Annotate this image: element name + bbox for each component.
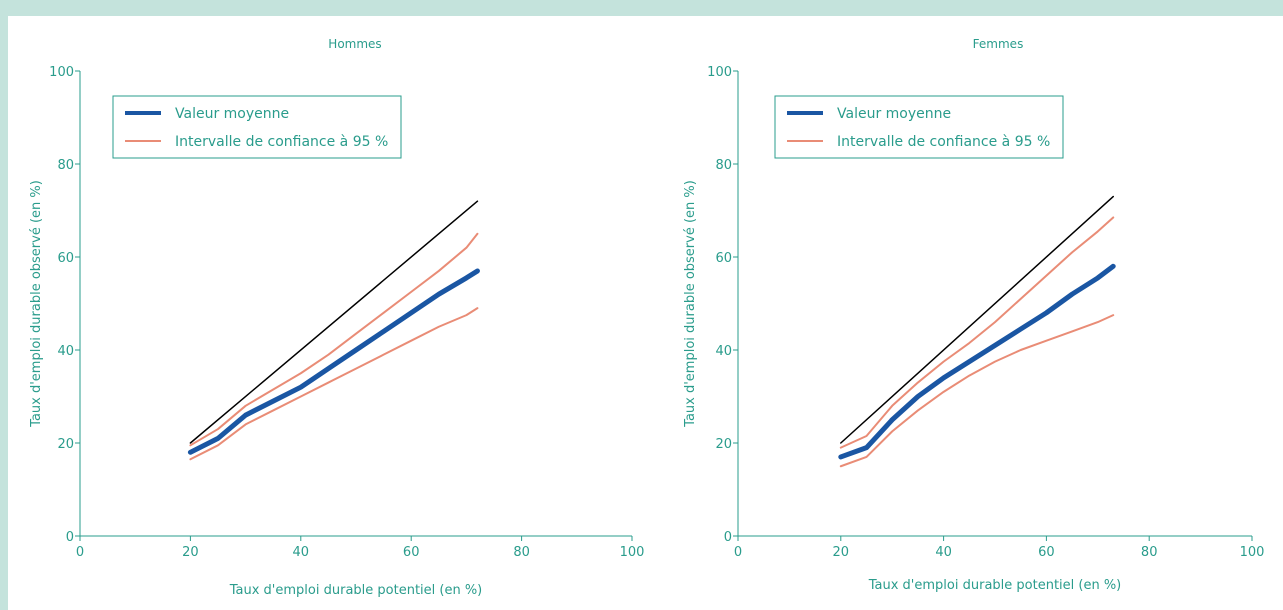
x-tick-label: 100 (1240, 545, 1265, 560)
x-tick-label: 100 (620, 545, 645, 560)
y-tick-label: 80 (57, 158, 74, 173)
y-tick-label: 60 (715, 251, 732, 266)
x-tick-label: 40 (935, 545, 952, 560)
y-tick-label: 20 (57, 437, 74, 452)
series-line-mean (838, 263, 1116, 460)
chart-panel-hommes: Hommes 0 20 40 60 80 100 0 20 40 60 80 100 Taux d'emp… (29, 37, 644, 598)
series-line-ci (189, 307, 479, 461)
y-tick-label: 80 (715, 158, 732, 173)
y-tick-label: 0 (724, 530, 732, 545)
x-tick-label: 20 (182, 545, 199, 560)
x-tick-label: 40 (293, 545, 310, 560)
x-tick-label: 60 (1038, 545, 1055, 560)
legend-label: Valeur moyenne (175, 106, 289, 122)
y-axis-label: Taux d'emploi durable observé (en %) (29, 180, 44, 428)
x-tick-label: 20 (833, 545, 850, 560)
y-tick-label: 0 (66, 530, 74, 545)
x-tick-label: 0 (734, 545, 742, 560)
x-axis-label: Taux d'emploi durable potentiel (en %) (229, 583, 483, 598)
y-tick-label: 100 (707, 65, 732, 80)
legend-box (112, 95, 402, 159)
y-tick-label: 20 (715, 437, 732, 452)
legend: Valeur moyenne Intervalle de confiance à … (112, 95, 402, 159)
y-tick-label: 40 (715, 344, 732, 359)
legend: Valeur moyenne Intervalle de confiance à … (774, 95, 1064, 159)
y-tick-label: 40 (57, 344, 74, 359)
y-tick-label: 100 (49, 65, 74, 80)
series-line-ci (839, 314, 1115, 468)
legend-label: Intervalle de confiance à 95 % (837, 134, 1050, 150)
x-tick-label: 0 (76, 545, 84, 560)
series-line-diagonal (840, 195, 1114, 444)
x-tick-label: 80 (513, 545, 530, 560)
chart-panel-femmes: Femmes 0 20 40 60 80 100 0 20 40 60 80 100 Taux d'emp… (683, 37, 1264, 593)
chart-title: Femmes (973, 37, 1024, 51)
legend-box (774, 95, 1064, 159)
series-line-ci (189, 232, 479, 447)
series-line-diagonal (189, 200, 479, 444)
legend-label: Intervalle de confiance à 95 % (175, 134, 388, 150)
y-axis-label: Taux d'emploi durable observé (en %) (683, 180, 698, 428)
x-axis-label: Taux d'emploi durable potentiel (en %) (868, 578, 1122, 593)
legend-label: Valeur moyenne (837, 106, 951, 122)
x-tick-label: 60 (403, 545, 420, 560)
series-line-ci (839, 216, 1115, 449)
chart-title: Hommes (328, 37, 381, 51)
x-tick-label: 80 (1141, 545, 1158, 560)
y-tick-label: 60 (57, 251, 74, 266)
series-line-mean (187, 268, 480, 455)
